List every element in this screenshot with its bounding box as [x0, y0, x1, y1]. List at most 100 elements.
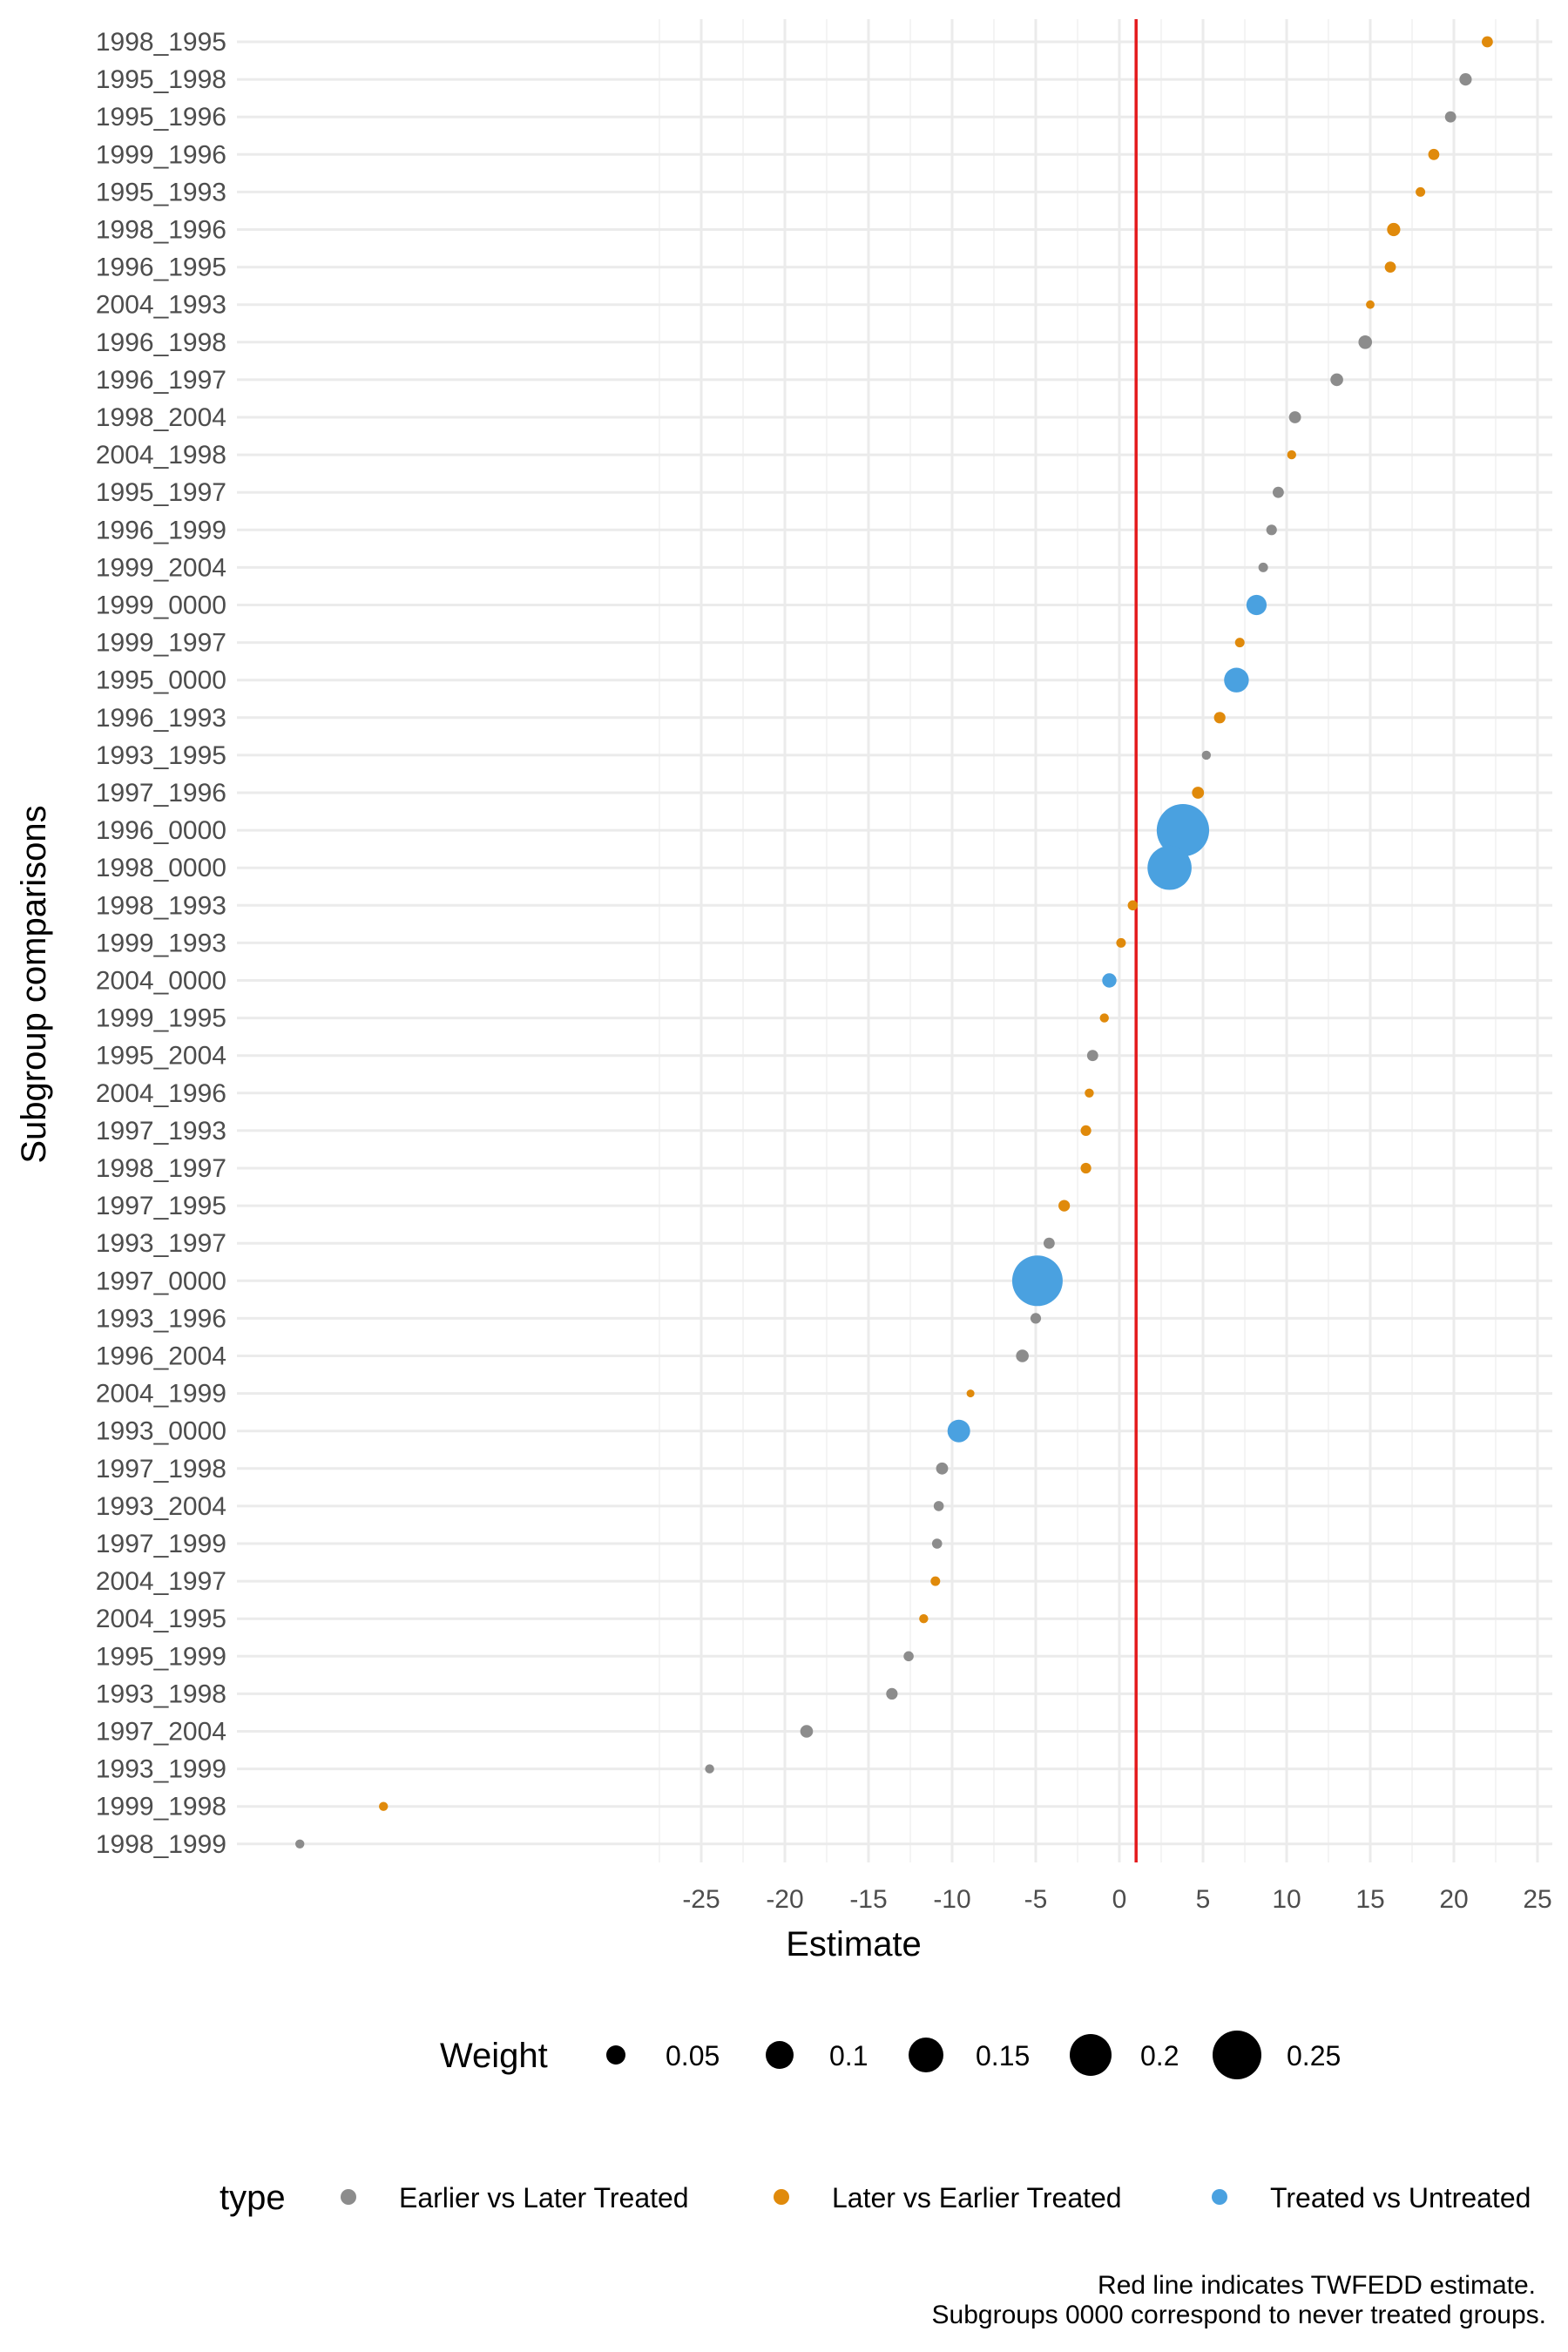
y-tick-label: 2004_1995	[96, 1605, 226, 1633]
data-point-1996_1998	[1358, 335, 1373, 349]
data-point-1993_1995	[1201, 750, 1212, 760]
x-tick-label: -15	[849, 1885, 887, 1914]
data-point-2004_1999	[966, 1389, 975, 1398]
x-tick-label: -10	[933, 1885, 970, 1914]
y-tick-label: 1996_1997	[96, 366, 226, 395]
caption-line-2: Subgroups 0000 correspond to never treat…	[932, 2301, 1546, 2329]
data-point-1997_1995	[1058, 1200, 1071, 1212]
y-tick-label: 2004_0000	[96, 967, 226, 996]
weight-legend-key	[1070, 2034, 1112, 2076]
data-point-2004_1998	[1287, 449, 1296, 460]
data-point-1995_0000	[1224, 667, 1249, 693]
weight-legend-label: 0.05	[666, 2040, 720, 2072]
y-tick-label: 1998_1996	[96, 216, 226, 245]
weight-legend-label: 0.15	[976, 2040, 1030, 2072]
y-tick-label: 1995_2004	[96, 1042, 226, 1071]
y-tick-label: 1998_1999	[96, 1830, 226, 1859]
grid-lines	[237, 19, 1552, 1862]
y-tick-label: 2004_1998	[96, 441, 226, 470]
y-tick-label: 1996_1999	[96, 516, 226, 544]
data-point-1998_1999	[295, 1839, 305, 1848]
weight-legend: Weight 0.05 0.1 0.15 0.2 0.25	[440, 2031, 1341, 2079]
data-point-1995_1998	[1459, 73, 1472, 86]
x-tick-label: 10	[1272, 1885, 1301, 1914]
data-point-1997_1993	[1080, 1125, 1092, 1136]
y-tick-label: 1993_1997	[96, 1229, 226, 1258]
weight-legend-label: 0.25	[1287, 2040, 1341, 2072]
x-axis-title: Estimate	[786, 1925, 922, 1963]
y-tick-label: 1998_1995	[96, 28, 226, 57]
weight-legend-key	[1213, 2031, 1261, 2079]
x-tick-label: 0	[1112, 1885, 1127, 1914]
type-legend-label: Treated vs Untreated	[1270, 2182, 1531, 2213]
y-tick-label: 1996_1995	[96, 253, 226, 282]
data-point-1999_1997	[1234, 638, 1245, 648]
data-point-1993_1996	[1030, 1313, 1042, 1324]
y-tick-label: 1996_1998	[96, 328, 226, 357]
data-point-1993_1999	[705, 1764, 714, 1774]
data-point-1999_1993	[1116, 937, 1126, 948]
x-tick-labels: -25 -20 -15 -10 -5 0 5 10 15 20 25	[682, 1885, 1551, 1914]
y-tick-label: 1997_1999	[96, 1530, 226, 1558]
type-legend-title: type	[220, 2179, 286, 2217]
data-point-1998_1997	[1080, 1162, 1092, 1174]
y-axis-title: Subgroup comparisons	[15, 805, 53, 1163]
y-tick-label: 1998_2004	[96, 403, 226, 432]
data-point-1996_1995	[1384, 261, 1396, 273]
y-tick-label: 1997_1996	[96, 779, 226, 808]
data-point-1997_1999	[931, 1538, 943, 1549]
y-tick-label: 1998_1993	[96, 891, 226, 920]
data-point-1995_1997	[1273, 486, 1284, 498]
caption-line-1: Red line indicates TWFEDD estimate.	[1098, 2271, 1536, 2300]
y-tick-label: 1999_2004	[96, 553, 226, 582]
data-point-1997_1996	[1192, 787, 1205, 799]
data-point-1995_1999	[903, 1651, 914, 1662]
y-tick-label: 1995_1998	[96, 65, 226, 94]
x-tick-label: -25	[682, 1885, 720, 1914]
data-point-2004_1996	[1085, 1088, 1094, 1098]
data-point-1999_0000	[1246, 594, 1267, 616]
data-point-1998_1995	[1482, 36, 1493, 48]
type-legend-key	[774, 2189, 789, 2205]
data-points	[295, 36, 1493, 1848]
data-point-1993_1998	[886, 1687, 898, 1700]
data-point-1993_1997	[1043, 1237, 1055, 1249]
data-point-1996_0000	[1156, 804, 1210, 857]
y-tick-label: 1998_0000	[96, 854, 226, 882]
y-tick-label: 1999_0000	[96, 591, 226, 620]
y-tick-label: 1999_1993	[96, 929, 226, 957]
type-legend-key	[1212, 2189, 1227, 2205]
y-tick-label: 1997_1993	[96, 1117, 226, 1146]
weight-legend-label: 0.2	[1140, 2040, 1179, 2072]
y-tick-label: 1995_1999	[96, 1642, 226, 1671]
y-tick-label: 1998_1997	[96, 1154, 226, 1183]
data-point-2004_0000	[1102, 973, 1117, 988]
y-tick-label: 2004_1996	[96, 1079, 226, 1108]
y-tick-label: 1999_1996	[96, 140, 226, 169]
y-tick-label: 1999_1995	[96, 1004, 226, 1033]
data-point-1995_1996	[1444, 111, 1456, 123]
weight-legend-key	[909, 2038, 943, 2072]
data-point-1995_1993	[1416, 186, 1426, 197]
data-point-1999_1998	[379, 1801, 389, 1811]
y-tick-label: 1995_1997	[96, 478, 226, 507]
y-tick-label: 1995_0000	[96, 666, 226, 695]
data-point-1998_2004	[1288, 411, 1301, 423]
type-legend-key	[341, 2189, 356, 2205]
y-tick-label: 2004_1997	[96, 1567, 226, 1596]
weight-legend-key	[606, 2045, 625, 2065]
data-point-1993_2004	[933, 1501, 944, 1511]
data-point-2004_1997	[930, 1576, 941, 1586]
y-tick-label: 1996_1993	[96, 704, 226, 733]
y-tick-label: 1993_1999	[96, 1755, 226, 1784]
y-tick-label: 1995_1996	[96, 103, 226, 132]
type-legend: type Earlier vs Later Treated Later vs Ea…	[220, 2179, 1531, 2217]
weight-legend-key	[766, 2041, 794, 2069]
y-tick-labels: 1998_1995 1995_1998 1995_1996 1999_1996 1995…	[96, 28, 226, 1859]
x-tick-label: -5	[1024, 1885, 1048, 1914]
y-tick-label: 1993_1996	[96, 1304, 226, 1333]
data-point-1993_0000	[947, 1419, 970, 1443]
y-tick-label: 1993_2004	[96, 1492, 226, 1521]
weight-legend-label: 0.1	[829, 2040, 868, 2072]
